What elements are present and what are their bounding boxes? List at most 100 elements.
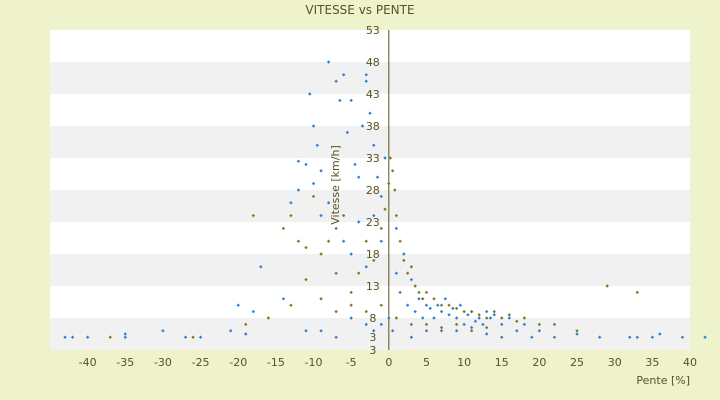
x-tick-label: -25 <box>192 356 210 369</box>
plot-band <box>50 222 690 254</box>
data-point-series-2 <box>349 290 353 295</box>
data-point-series-2 <box>492 309 496 314</box>
plot-band <box>50 30 690 62</box>
x-tick-label: -35 <box>116 356 134 369</box>
plot-band <box>50 318 690 350</box>
y-tick-label: 38 <box>366 120 380 133</box>
data-point-series-1 <box>334 79 338 83</box>
data-point-series-1 <box>379 322 383 327</box>
y-axis-label: Vitesse [km/h] <box>329 145 342 225</box>
data-point-series-2 <box>417 290 421 295</box>
data-point-series-2 <box>462 309 466 314</box>
data-point-series-1 <box>398 290 402 295</box>
y-tick-label: 3 <box>369 331 376 344</box>
data-point-series-1 <box>421 316 425 320</box>
data-point-series-1 <box>304 162 308 167</box>
y-tick-label: 23 <box>366 216 380 229</box>
data-point-series-1 <box>123 332 127 336</box>
data-point-series-1 <box>394 226 399 231</box>
y-tick-label: 48 <box>366 56 380 69</box>
data-point-series-1 <box>334 335 338 339</box>
data-point-series-1 <box>364 322 368 327</box>
data-point-series-1 <box>326 201 331 205</box>
data-point-series-2 <box>409 322 414 327</box>
y-tick-label: 3 <box>369 344 376 357</box>
data-point-series-1 <box>379 194 383 199</box>
data-point-series-2 <box>485 325 489 330</box>
data-point-series-1 <box>443 297 447 301</box>
data-point-series-1 <box>447 313 451 317</box>
plot-band <box>50 94 690 126</box>
y-tick-label: 53 <box>366 24 380 37</box>
data-point-series-2 <box>393 188 397 192</box>
data-point-series-1 <box>296 188 301 192</box>
data-point-series-1 <box>537 329 542 333</box>
data-point-series-1 <box>439 325 444 330</box>
data-point-series-1 <box>409 277 414 282</box>
data-point-series-2 <box>383 207 387 211</box>
data-point-series-1 <box>492 313 496 317</box>
data-point-series-2 <box>522 316 527 320</box>
data-point-series-1 <box>70 335 75 339</box>
data-point-series-2 <box>454 306 459 311</box>
data-point-series-1 <box>650 335 655 339</box>
plot-band <box>50 286 690 318</box>
data-point-series-1 <box>635 335 639 339</box>
data-point-series-1 <box>597 335 602 339</box>
data-point-series-1 <box>500 335 504 339</box>
data-point-series-2 <box>266 316 271 320</box>
data-point-series-1 <box>338 98 342 103</box>
data-point-series-2 <box>398 239 402 243</box>
data-point-series-1 <box>341 73 346 77</box>
data-point-series-1 <box>315 143 319 147</box>
data-point-series-2 <box>244 322 248 327</box>
data-point-series-1 <box>405 303 410 307</box>
data-point-series-2 <box>635 290 639 295</box>
x-tick-label: -15 <box>267 356 285 369</box>
data-point-series-1 <box>357 175 361 179</box>
data-points <box>63 60 707 339</box>
data-point-series-1 <box>458 303 463 307</box>
x-tick-label: 0 <box>385 356 392 369</box>
data-point-series-2 <box>413 284 417 288</box>
data-point-series-1 <box>183 335 188 339</box>
data-point-series-1 <box>364 73 368 77</box>
data-point-series-1 <box>424 303 429 307</box>
plot-band <box>50 254 690 286</box>
data-point-series-1 <box>311 181 316 186</box>
data-point-series-2 <box>379 303 383 307</box>
data-point-series-2 <box>469 329 474 333</box>
data-point-series-1 <box>451 306 455 311</box>
data-point-series-1 <box>364 265 368 269</box>
data-point-series-2 <box>421 297 425 301</box>
data-point-series-1 <box>198 335 203 339</box>
data-point-series-1 <box>515 329 519 333</box>
y-tick-label: 28 <box>366 184 380 197</box>
data-point-series-1 <box>466 313 470 317</box>
data-point-series-1 <box>462 322 466 327</box>
plot-band <box>50 62 690 94</box>
data-point-series-1 <box>477 316 481 320</box>
data-point-series-2 <box>552 322 557 327</box>
data-point-series-1 <box>360 124 365 128</box>
data-point-series-2 <box>281 226 286 231</box>
data-point-series-2 <box>108 335 112 339</box>
data-point-series-1 <box>372 213 376 218</box>
plot-band <box>50 158 690 190</box>
x-tick-label: 15 <box>495 356 509 369</box>
data-point-series-1 <box>485 309 489 314</box>
data-point-series-1 <box>507 316 511 320</box>
data-point-series-2 <box>296 239 301 243</box>
data-point-series-2 <box>575 329 579 333</box>
x-tick-label: 40 <box>683 356 697 369</box>
data-point-series-1 <box>345 130 350 135</box>
data-point-series-1 <box>436 303 440 307</box>
data-point-series-1 <box>424 329 429 333</box>
data-point-series-2 <box>364 309 368 314</box>
data-point-series-1 <box>296 159 301 163</box>
data-point-series-2 <box>334 309 338 314</box>
plot-band <box>50 190 690 222</box>
data-point-series-2 <box>454 322 459 327</box>
data-point-series-2 <box>319 297 323 301</box>
